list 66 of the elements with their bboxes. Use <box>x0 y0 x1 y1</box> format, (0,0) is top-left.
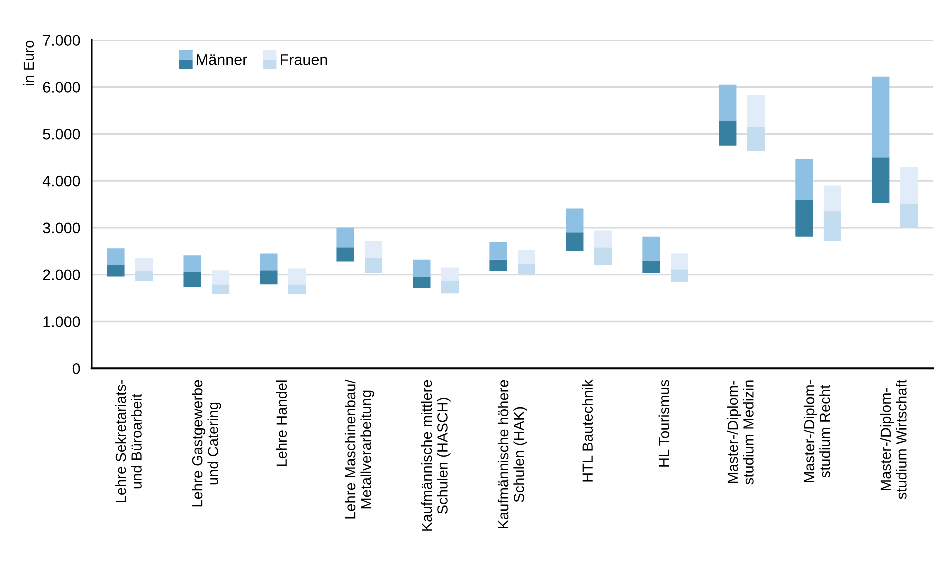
bar <box>260 254 278 271</box>
bar <box>442 268 460 282</box>
x-tick-label: Lehre Handel <box>276 380 288 466</box>
y-tick-label: 2.000 <box>43 270 80 281</box>
bar <box>566 208 584 233</box>
bar <box>490 242 508 260</box>
bar <box>566 232 584 252</box>
bar <box>107 265 125 277</box>
bar <box>796 158 814 200</box>
bar <box>365 258 383 274</box>
x-tick-label: Lehre Sekretariats- und Büroarbeit <box>116 380 142 503</box>
y-tick-label: 1.000 <box>44 316 80 328</box>
bar <box>824 212 842 242</box>
bar <box>442 281 460 294</box>
bar <box>872 76 890 158</box>
y-tick-label: 4.000 <box>42 176 80 187</box>
bar <box>212 284 230 295</box>
bar <box>260 270 278 285</box>
y-tick-label: 0 <box>72 364 80 374</box>
bar <box>872 158 890 204</box>
legend-label: Frauen <box>281 54 328 66</box>
bar <box>642 260 660 274</box>
x-tick-label: Master-/Diplom- studium Wirtschaft <box>880 380 907 500</box>
bar <box>184 272 202 288</box>
bar <box>490 260 508 272</box>
legend-label: Männer <box>197 54 248 66</box>
x-tick-label: HL Tourismus <box>658 380 670 467</box>
bar <box>288 268 306 285</box>
x-tick-label: Master-/Diplom- studium Recht <box>804 380 830 482</box>
bar <box>719 84 737 121</box>
bar <box>136 258 154 272</box>
y-tick-label: 7.000 <box>43 35 80 46</box>
bar <box>212 270 230 285</box>
bar <box>365 242 383 258</box>
bar <box>518 264 536 274</box>
x-tick-label: Kaufmännische höhere Schulen (HAK) <box>498 380 528 529</box>
bar <box>107 248 125 266</box>
y-tick-label: 5.000 <box>43 128 80 140</box>
bar <box>336 228 354 248</box>
x-tick-label: Lehre Gastgewerbe und Catering <box>192 380 222 507</box>
bar <box>900 204 918 228</box>
x-tick-label: Kaufmännische mittlere Schulen (HASCH) <box>421 380 451 531</box>
bar <box>747 127 766 152</box>
bar <box>670 254 689 270</box>
x-tick-label: HTL Bautechnik <box>582 380 594 482</box>
bar <box>413 260 431 277</box>
bar <box>670 270 689 282</box>
bar <box>136 271 154 282</box>
y-axis-title: in Euro <box>23 40 34 86</box>
bar <box>900 166 918 204</box>
x-tick-label: Master-/Diplom- studium Medizin <box>727 380 754 485</box>
bar <box>824 186 842 212</box>
bar <box>594 230 612 248</box>
bar <box>594 248 612 266</box>
bar <box>719 120 737 146</box>
bar <box>413 276 431 288</box>
x-tick-label: Lehre Maschinenbau/ Metallverarbeitung <box>344 380 374 519</box>
bar <box>336 248 354 262</box>
y-tick-label: 3.000 <box>43 222 80 234</box>
y-tick-label: 6.000 <box>43 82 80 93</box>
bar <box>747 95 766 128</box>
bar <box>518 250 536 265</box>
bar <box>796 200 814 237</box>
bar <box>642 236 660 261</box>
bar <box>288 284 306 295</box>
bar <box>184 256 202 272</box>
